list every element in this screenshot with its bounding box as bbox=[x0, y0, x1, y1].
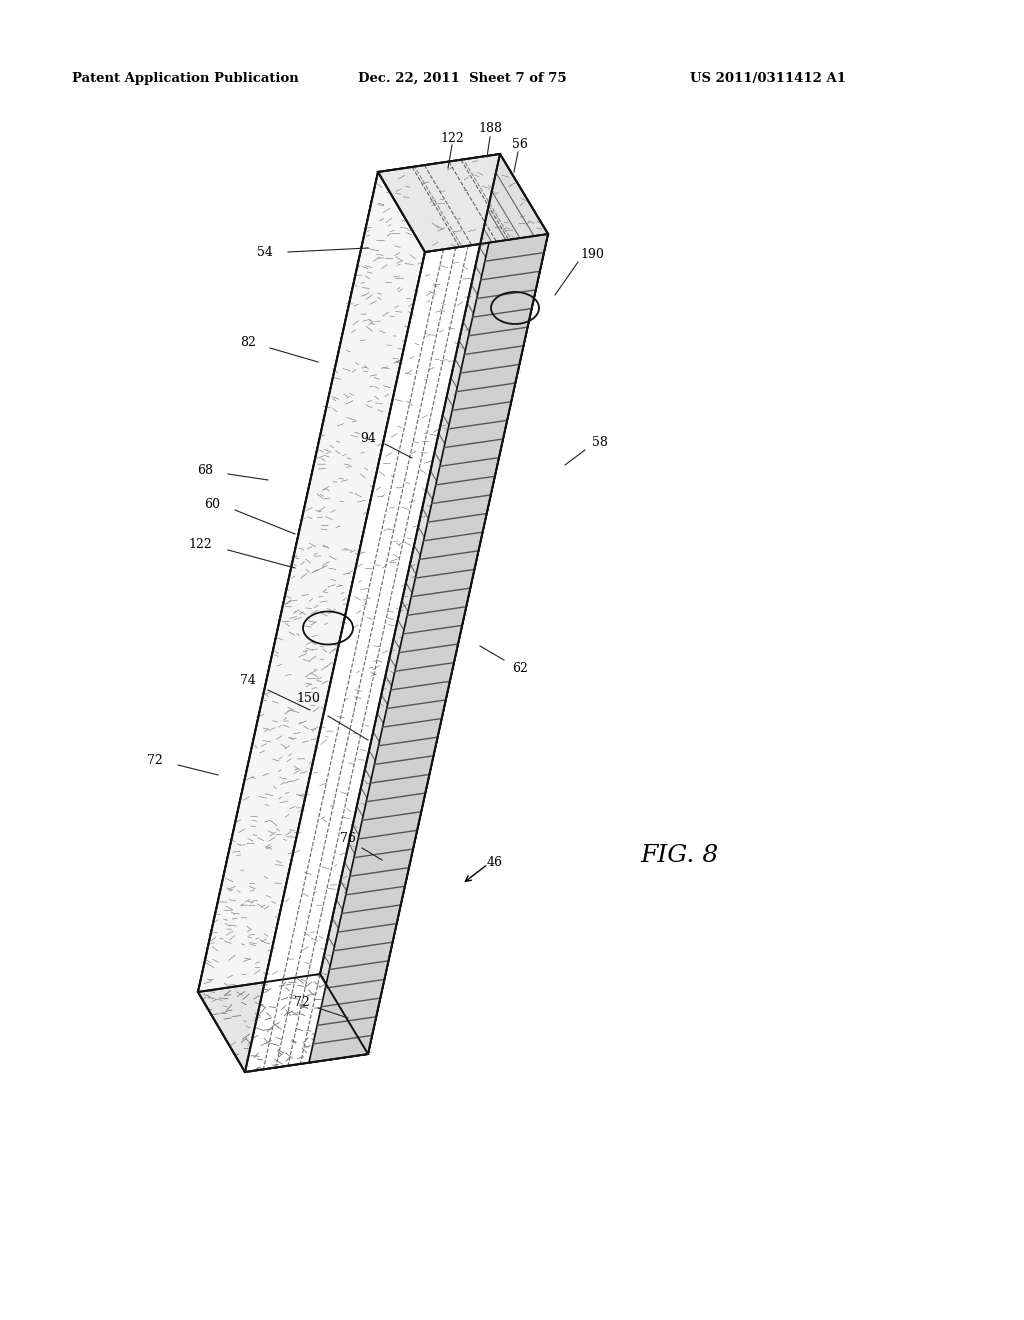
Text: 82: 82 bbox=[240, 335, 256, 348]
Text: 122: 122 bbox=[188, 537, 212, 550]
Text: 60: 60 bbox=[204, 499, 220, 511]
Polygon shape bbox=[378, 154, 548, 252]
Text: 54: 54 bbox=[257, 246, 273, 259]
Polygon shape bbox=[198, 154, 500, 993]
Text: 74: 74 bbox=[240, 673, 256, 686]
Text: Patent Application Publication: Patent Application Publication bbox=[72, 73, 299, 84]
Text: 58: 58 bbox=[592, 436, 608, 449]
Polygon shape bbox=[245, 234, 548, 1072]
Polygon shape bbox=[198, 172, 425, 1072]
Text: 72: 72 bbox=[147, 754, 163, 767]
Polygon shape bbox=[198, 974, 368, 1072]
Polygon shape bbox=[309, 234, 548, 1063]
Text: 122: 122 bbox=[440, 132, 464, 144]
Text: 188: 188 bbox=[478, 121, 502, 135]
Text: Dec. 22, 2011  Sheet 7 of 75: Dec. 22, 2011 Sheet 7 of 75 bbox=[358, 73, 566, 84]
Text: US 2011/0311412 A1: US 2011/0311412 A1 bbox=[690, 73, 846, 84]
Text: 56: 56 bbox=[512, 137, 528, 150]
Text: FIG. 8: FIG. 8 bbox=[641, 843, 719, 866]
Text: 94: 94 bbox=[360, 432, 376, 445]
Text: 150: 150 bbox=[296, 692, 319, 705]
Text: 190: 190 bbox=[580, 248, 604, 261]
Text: 46: 46 bbox=[487, 855, 503, 869]
Text: 76: 76 bbox=[340, 832, 356, 845]
Text: 62: 62 bbox=[512, 661, 528, 675]
Text: 72: 72 bbox=[294, 995, 310, 1008]
Polygon shape bbox=[319, 154, 548, 1053]
Text: 68: 68 bbox=[197, 463, 213, 477]
